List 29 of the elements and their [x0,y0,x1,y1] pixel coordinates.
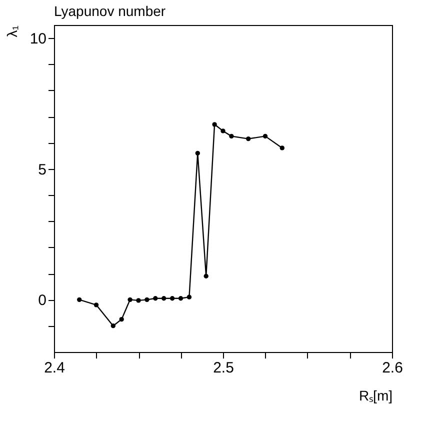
point [220,128,226,134]
point [77,297,82,302]
point [110,324,116,328]
point [178,296,184,301]
x-axis-title: Rₛ[m] [358,388,392,404]
point [162,296,166,301]
y-tick-label: 10 [30,30,46,48]
point [186,294,192,300]
chart-title: Lyapunov number [54,3,166,19]
point [229,134,234,139]
point [136,298,141,303]
point [246,136,251,142]
x-tick-label: 2.6 [382,360,403,376]
point [119,316,124,322]
point [204,274,208,278]
point [170,296,175,301]
x-tick-label: 2.5 [213,360,234,376]
point [94,302,99,308]
point [262,134,268,139]
point [128,297,132,302]
x-tick-label: 2.4 [44,360,65,376]
point [153,296,158,301]
point [195,150,200,156]
point [144,297,150,302]
y-tick-label: 5 [38,161,46,178]
y-axis-title: λ₁ [4,25,20,38]
point [212,122,217,127]
point [280,146,284,150]
y-tick-label: 0 [38,292,46,310]
